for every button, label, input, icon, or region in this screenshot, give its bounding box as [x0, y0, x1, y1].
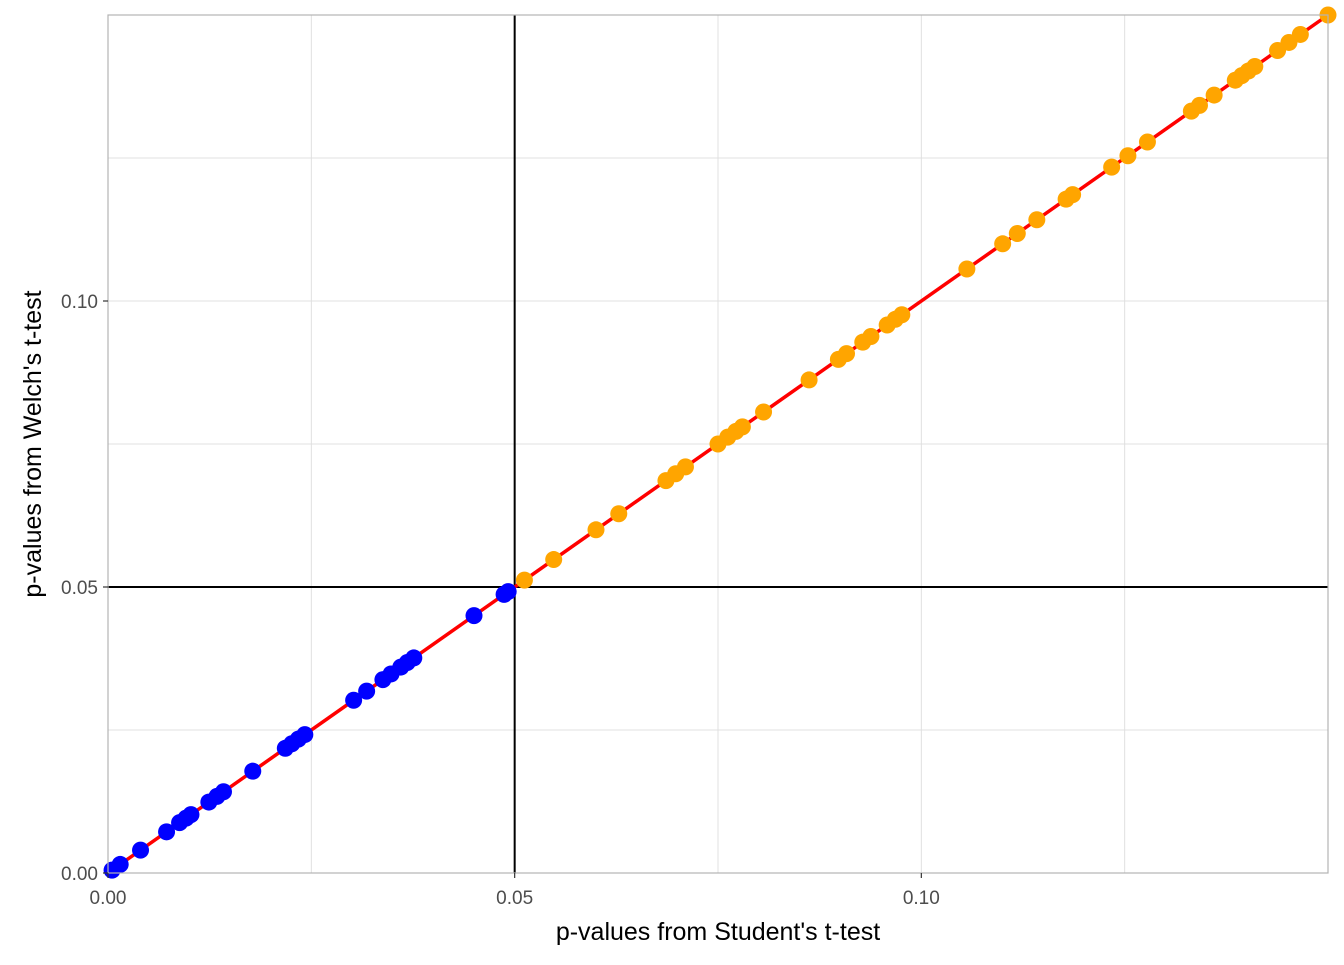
- data-point-significant: [244, 762, 262, 780]
- data-point-significant: [111, 855, 129, 873]
- data-point-significant: [296, 726, 314, 744]
- data-point-nonsignificant: [862, 327, 880, 345]
- data-point-significant: [158, 823, 176, 841]
- data-point-nonsignificant: [994, 235, 1012, 253]
- y-axis-ticks: 0.00 0.05 0.10: [61, 292, 108, 885]
- x-axis-title: p-values from Student's t-test: [556, 918, 880, 946]
- data-point-nonsignificant: [1291, 25, 1309, 43]
- x-axis-ticks: 0.00 0.05 0.10: [90, 873, 940, 909]
- data-points: [103, 6, 1337, 879]
- data-point-nonsignificant: [676, 458, 694, 476]
- data-point-nonsignificant: [515, 571, 533, 589]
- data-point-significant: [132, 841, 150, 859]
- data-point-significant: [182, 806, 200, 824]
- data-point-nonsignificant: [893, 306, 911, 324]
- y-tick-label: 0.00: [61, 864, 98, 885]
- data-point-significant: [358, 682, 376, 700]
- data-point-nonsignificant: [1064, 186, 1082, 204]
- x-tick-label: 0.05: [496, 888, 533, 909]
- data-point-nonsignificant: [1190, 96, 1208, 114]
- data-point-significant: [465, 607, 483, 625]
- panel-border: [107, 14, 1329, 874]
- data-point-significant: [345, 691, 363, 709]
- data-point-nonsignificant: [1103, 158, 1121, 176]
- data-point-nonsignificant: [1119, 147, 1137, 165]
- data-point-nonsignificant: [545, 551, 563, 569]
- data-point-nonsignificant: [587, 521, 605, 539]
- data-point-significant: [499, 583, 517, 601]
- data-point-significant: [214, 783, 232, 801]
- data-point-significant: [405, 649, 423, 667]
- y-axis-title: p-values from Welch's t-test: [19, 290, 47, 597]
- y-tick-label: 0.10: [61, 292, 98, 313]
- y-tick-label: 0.05: [61, 578, 98, 599]
- data-point-nonsignificant: [1028, 211, 1046, 229]
- panel-frame: [107, 14, 1329, 874]
- data-point-nonsignificant: [800, 371, 818, 389]
- data-point-nonsignificant: [958, 260, 976, 278]
- data-point-nonsignificant: [1138, 133, 1156, 151]
- x-tick-label: 0.10: [903, 888, 940, 909]
- data-point-nonsignificant: [755, 403, 773, 421]
- reference-lines: [108, 15, 1328, 873]
- data-point-nonsignificant: [1205, 86, 1223, 104]
- data-point-nonsignificant: [610, 505, 628, 523]
- data-point-nonsignificant: [1246, 57, 1264, 75]
- data-point-nonsignificant: [838, 345, 856, 363]
- data-point-nonsignificant: [733, 418, 751, 436]
- x-tick-label: 0.00: [90, 888, 127, 909]
- data-point-nonsignificant: [1008, 225, 1026, 243]
